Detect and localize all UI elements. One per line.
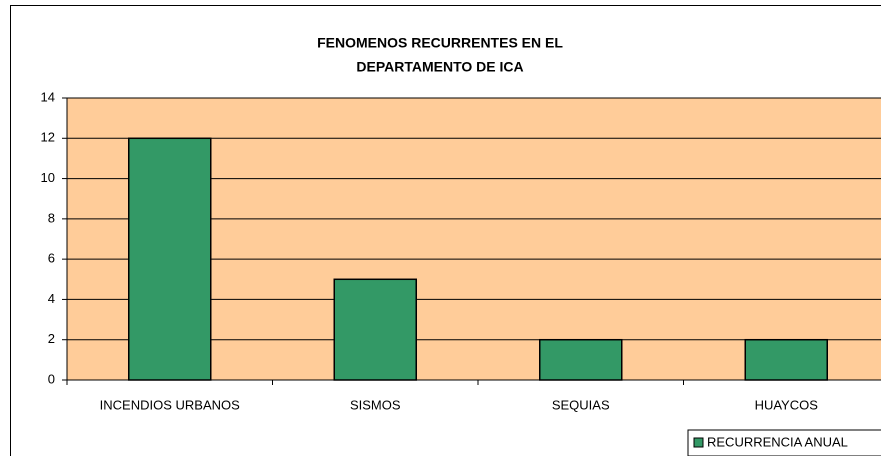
y-tick-label: 14 <box>41 89 55 104</box>
x-tick-label: INCENDIOS URBANOS <box>100 397 240 412</box>
y-tick-label: 6 <box>48 251 55 266</box>
legend-box <box>687 429 881 456</box>
y-tick-label: 10 <box>41 170 55 185</box>
bar <box>333 278 417 381</box>
x-tick-label: SEQUIAS <box>552 397 610 412</box>
chart-title: FENOMENOS RECURRENTES EN EL <box>317 35 563 51</box>
legend-swatch <box>693 437 704 448</box>
chart-title: DEPARTAMENTO DE ICA <box>356 59 523 75</box>
y-tick-label: 2 <box>48 331 55 346</box>
x-tick-label: HUAYCOS <box>755 397 819 412</box>
y-tick-label: 12 <box>41 130 55 145</box>
legend-label: RECURRENCIA ANUAL <box>707 434 848 449</box>
y-tick-label: 8 <box>48 210 55 225</box>
bar <box>128 137 212 381</box>
y-tick-label: 4 <box>48 291 55 306</box>
y-tick-label: 0 <box>48 371 55 386</box>
bar <box>744 338 828 381</box>
x-tick-label: SISMOS <box>350 397 401 412</box>
bar <box>539 338 623 381</box>
